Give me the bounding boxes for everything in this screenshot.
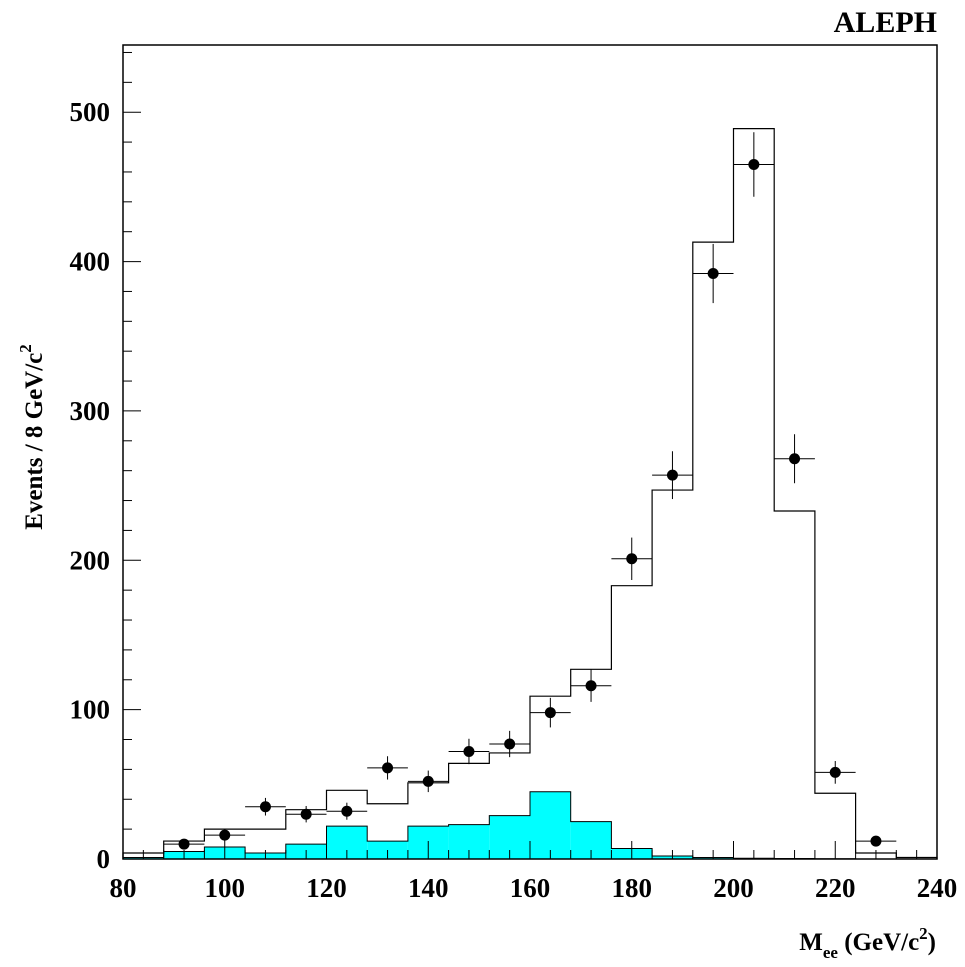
data-marker bbox=[341, 805, 353, 817]
data-marker bbox=[300, 808, 312, 820]
data-point bbox=[814, 761, 856, 784]
data-marker bbox=[626, 553, 638, 565]
x-tick-label: 240 bbox=[917, 873, 958, 903]
data-point bbox=[855, 835, 897, 847]
x-tick-label: 80 bbox=[110, 873, 137, 903]
data-marker bbox=[585, 680, 597, 692]
data-marker bbox=[748, 158, 760, 170]
x-tick-label: 180 bbox=[612, 873, 653, 903]
data-point bbox=[326, 802, 368, 820]
x-axis-subscript: ee bbox=[823, 943, 839, 962]
background-bin bbox=[530, 791, 571, 859]
data-marker bbox=[666, 469, 678, 481]
y-axis-text: Events / 8 GeV/c bbox=[21, 353, 48, 530]
y-axis-title: Events / 8 GeV/c2 bbox=[16, 344, 48, 530]
data-point bbox=[204, 829, 246, 842]
x-tick-label: 120 bbox=[306, 873, 347, 903]
data-point bbox=[530, 697, 571, 728]
x-tick-label: 220 bbox=[815, 873, 856, 903]
labels-layer: 80 100 120 140 160 180 200 220 240 0 100 200 300 400 5… bbox=[70, 97, 958, 903]
data-marker bbox=[259, 801, 271, 813]
data-point bbox=[489, 730, 530, 758]
data-marker bbox=[544, 707, 556, 719]
data-marker bbox=[707, 268, 719, 280]
data-marker bbox=[422, 775, 434, 787]
data-point bbox=[285, 805, 327, 823]
mc-total-line bbox=[122, 128, 938, 859]
data-point bbox=[448, 738, 490, 765]
x-axis-units: (GeV/c bbox=[838, 929, 919, 956]
y-axis-sup: 2 bbox=[16, 344, 35, 353]
data-point bbox=[407, 770, 449, 793]
data-point bbox=[367, 756, 408, 780]
data-marker bbox=[382, 762, 394, 774]
data-marker bbox=[463, 745, 475, 757]
y-tick-label: 500 bbox=[70, 97, 111, 127]
data-marker bbox=[829, 766, 841, 778]
ticks-layer bbox=[122, 51, 938, 860]
y-tick-label: 100 bbox=[70, 695, 111, 725]
y-tick-label: 400 bbox=[70, 247, 111, 277]
x-axis-title: Mee (GeV/c2) bbox=[799, 924, 936, 962]
x-axis-units-sup: 2 bbox=[919, 924, 928, 943]
data-marker bbox=[870, 835, 882, 847]
x-tick-label: 200 bbox=[713, 873, 754, 903]
data-marker bbox=[178, 838, 190, 850]
x-axis-var: M bbox=[799, 929, 823, 956]
data-point bbox=[163, 838, 205, 850]
y-tick-label: 200 bbox=[70, 545, 111, 575]
x-axis-units-end: ) bbox=[928, 929, 936, 956]
y-tick-label: 300 bbox=[70, 396, 111, 426]
data-point bbox=[245, 797, 286, 816]
x-tick-label: 100 bbox=[205, 873, 246, 903]
data-point bbox=[652, 451, 693, 500]
experiment-label: ALEPH bbox=[834, 6, 937, 39]
plot-layer bbox=[122, 128, 938, 860]
data-marker bbox=[789, 453, 801, 465]
data-point bbox=[733, 132, 775, 197]
y-tick-label: 0 bbox=[97, 844, 111, 874]
data-point bbox=[611, 537, 653, 580]
data-marker bbox=[219, 829, 231, 841]
data-point bbox=[774, 434, 815, 484]
x-tick-label: 140 bbox=[408, 873, 449, 903]
x-tick-label: 160 bbox=[510, 873, 551, 903]
data-marker bbox=[504, 738, 516, 750]
data-point bbox=[570, 669, 612, 702]
plot-frame bbox=[122, 44, 938, 860]
data-point bbox=[692, 243, 734, 304]
